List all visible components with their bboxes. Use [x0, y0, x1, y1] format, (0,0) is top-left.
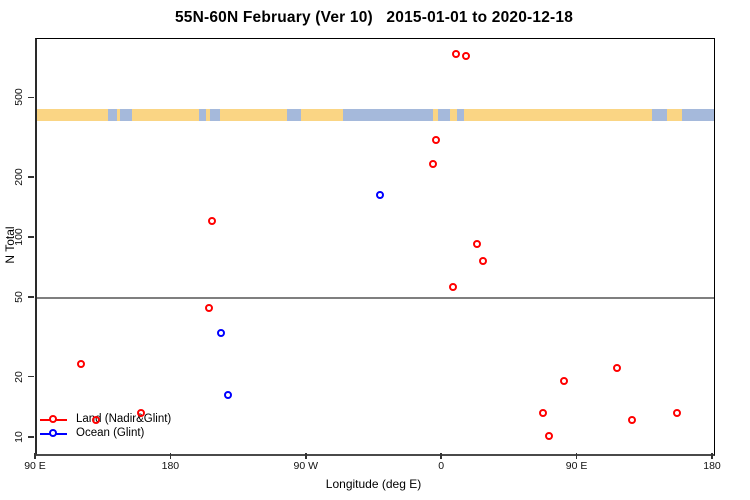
y-tick-mark: [28, 176, 34, 178]
data-point: [224, 391, 233, 400]
y-tick-mark: [28, 436, 34, 438]
legend-label: Ocean (Glint): [76, 427, 145, 439]
data-point: [77, 359, 86, 368]
x-tick-label: 90 E: [24, 460, 46, 472]
legend-circle-icon: [49, 429, 57, 437]
y-tick-label: 50: [13, 291, 25, 303]
y-tick-label: 10: [13, 430, 25, 443]
data-point: [429, 160, 438, 169]
x-tick-label: 90 W: [293, 460, 319, 472]
data-point: [612, 363, 621, 372]
data-point: [92, 416, 101, 425]
x-tick-label: 180: [703, 460, 721, 472]
data-point: [627, 416, 636, 425]
plot-area: [35, 38, 715, 456]
x-tick-label: 0: [438, 460, 445, 472]
data-point: [462, 51, 471, 60]
data-point: [672, 409, 681, 418]
chart-title: 55N-60N February (Ver 10) 2015-01-01 to …: [174, 9, 574, 26]
map-strip-segment-land: [37, 109, 109, 121]
data-point: [452, 49, 461, 58]
data-point: [376, 190, 385, 199]
x-tick-mark: [169, 453, 172, 459]
data-point: [204, 303, 213, 312]
data-point: [449, 282, 458, 291]
data-point: [207, 216, 216, 225]
map-strip-segment-ocean: [343, 109, 434, 121]
map-strip-segment-land: [206, 109, 211, 121]
data-point: [544, 432, 553, 441]
y-tick-label: 20: [13, 370, 25, 383]
legend-label: Land (Nadir&Glint): [76, 413, 172, 425]
map-strip-segment-land: [131, 109, 199, 121]
data-point: [478, 257, 487, 266]
y-tick-mark: [28, 296, 34, 298]
x-tick-mark: [711, 453, 713, 459]
map-strip-segment-land: [116, 109, 121, 121]
map-strip-segment-ocean: [456, 109, 465, 121]
map-strip-segment-ocean: [682, 109, 714, 121]
data-point: [472, 239, 481, 248]
x-tick-mark: [34, 453, 36, 459]
reference-line: [37, 297, 714, 299]
x-tick-mark: [575, 453, 578, 459]
map-strip-segment-ocean: [286, 109, 302, 121]
x-tick-mark: [440, 453, 442, 459]
y-tick-mark: [28, 96, 34, 99]
data-point: [559, 376, 568, 385]
map-strip-segment-ocean: [651, 109, 667, 121]
data-point: [432, 135, 441, 144]
data-point: [216, 328, 225, 337]
map-strip-segment-land: [449, 109, 457, 121]
x-tick-label: 90 E: [565, 460, 588, 472]
x-tick-mark: [305, 453, 307, 459]
y-tick-label: 100: [13, 228, 25, 246]
map-strip-segment-ocean: [108, 109, 117, 121]
map-strip-segment-ocean: [438, 109, 450, 121]
map-strip-segment-land: [464, 109, 652, 121]
x-tick-label: 180: [161, 460, 180, 472]
map-strip-segment-land: [301, 109, 343, 121]
map-strip-segment-ocean: [120, 109, 132, 121]
map-strip-segment-land: [433, 109, 439, 121]
y-tick-label: 500: [13, 88, 25, 107]
data-point: [137, 409, 146, 418]
map-strip-segment-land: [219, 109, 287, 121]
x-axis-title: Longitude (deg E): [325, 477, 422, 491]
legend-circle-icon: [49, 415, 57, 423]
y-tick-mark: [28, 236, 34, 238]
map-strip-segment-ocean: [198, 109, 207, 121]
y-tick-label: 200: [13, 168, 25, 186]
data-point: [538, 409, 547, 418]
y-tick-mark: [28, 375, 34, 378]
map-strip-segment-land: [666, 109, 683, 121]
map-strip-segment-ocean: [210, 109, 220, 121]
